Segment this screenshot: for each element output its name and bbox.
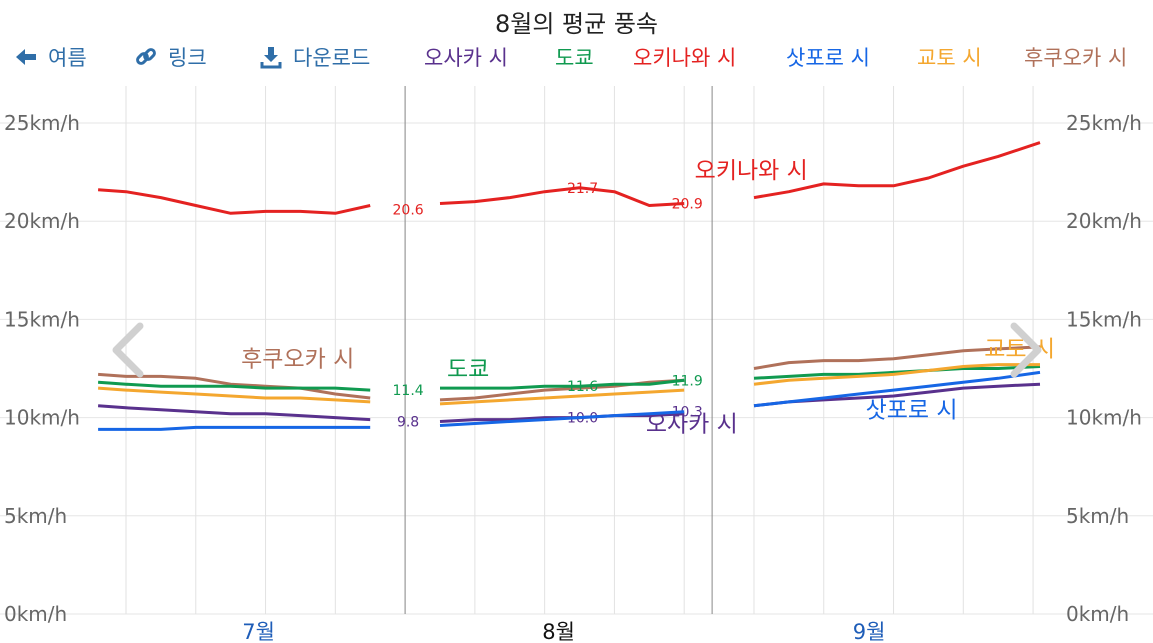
series-name-label: 교토 시 xyxy=(984,337,1055,363)
y-tick-label-left: 25km/h xyxy=(4,111,80,135)
link-button[interactable]: 링크 xyxy=(134,40,207,74)
series-line xyxy=(97,188,371,215)
y-tick-label-right: 15km/h xyxy=(1066,307,1142,331)
y-tick-label-left: 15km/h xyxy=(4,307,80,331)
series-line xyxy=(439,410,685,427)
series-name-label: 삿포로 시 xyxy=(866,398,958,424)
series-line xyxy=(439,388,685,406)
link-label: 링크 xyxy=(168,46,207,70)
legend-item[interactable]: 후쿠오카 시 xyxy=(1024,46,1128,70)
y-tick-label-right: 5km/h xyxy=(1066,504,1129,528)
series-line xyxy=(97,404,371,422)
y-tick-label-right: 25km/h xyxy=(1066,111,1142,135)
series-name-label: 후쿠오카 시 xyxy=(241,347,354,373)
y-tick-label-left: 20km/h xyxy=(4,209,80,233)
arrow-left-icon xyxy=(14,47,38,67)
chevron-right-icon[interactable] xyxy=(1010,322,1042,378)
month-label: 7월 xyxy=(242,620,275,643)
back-label: 여름 xyxy=(48,46,87,70)
legend-item[interactable]: 오사카 시 xyxy=(424,46,508,70)
y-tick-label-right: 20km/h xyxy=(1066,209,1142,233)
series-line xyxy=(753,365,1041,380)
series-line xyxy=(97,380,371,392)
month-label: 9월 xyxy=(853,620,886,643)
data-label: 11.9 xyxy=(672,373,703,389)
back-button[interactable]: 여름 xyxy=(14,40,87,74)
legend-item[interactable]: 오키나와 시 xyxy=(633,46,737,70)
y-tick-label-right: 10km/h xyxy=(1066,406,1142,430)
data-label: 9.8 xyxy=(397,415,419,431)
download-icon xyxy=(259,45,283,69)
series-line xyxy=(753,345,1041,370)
data-label: 21.7 xyxy=(567,181,598,197)
link-icon xyxy=(134,45,158,69)
series-line xyxy=(440,378,685,390)
month-label: 8월 xyxy=(542,620,575,643)
download-label: 다운로드 xyxy=(293,46,371,70)
toolbar: 여름 링크 다운로드 오사카 시 도쿄 오키나와 시 삿포로 시 교토 시 후쿠오카 시 xyxy=(0,40,1153,74)
series-line xyxy=(753,370,1041,408)
data-label: 11.6 xyxy=(567,379,598,395)
y-tick-label-left: 10km/h xyxy=(4,406,80,430)
series-line xyxy=(753,363,1040,386)
series-line xyxy=(98,425,371,431)
data-label: 20.9 xyxy=(672,197,703,213)
data-label: 20.6 xyxy=(393,202,424,218)
legend-item[interactable]: 삿포로 시 xyxy=(786,46,870,70)
series-name-label: 오키나와 시 xyxy=(695,158,808,184)
series-name-label: 도쿄 xyxy=(447,356,489,382)
series-line xyxy=(753,141,1041,200)
legend-item[interactable]: 도쿄 xyxy=(555,46,594,70)
legend-item[interactable]: 교토 시 xyxy=(917,46,982,70)
y-tick-label-right: 0km/h xyxy=(1066,602,1129,626)
chevron-left-icon[interactable] xyxy=(112,322,144,378)
series-line xyxy=(97,386,371,404)
y-tick-label-left: 5km/h xyxy=(4,504,67,528)
data-label: 11.4 xyxy=(393,383,424,399)
download-button[interactable]: 다운로드 xyxy=(259,40,370,74)
series-name-label: 오사카 시 xyxy=(646,411,738,437)
y-tick-label-left: 0km/h xyxy=(4,602,67,626)
chart-title: 8월의 평균 풍속 xyxy=(494,10,658,38)
data-label: 10.3 xyxy=(672,405,703,421)
series-line xyxy=(439,186,685,207)
